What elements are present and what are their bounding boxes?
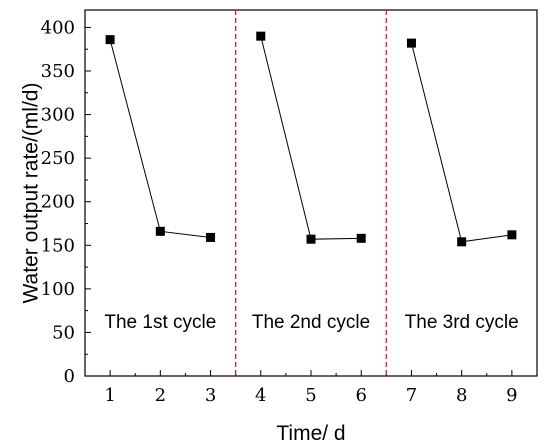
y-axis-title: Water output rate/(ml/d) bbox=[20, 83, 43, 304]
x-tick-label: 3 bbox=[205, 385, 216, 406]
x-tick-label: 5 bbox=[305, 385, 316, 406]
x-tick-label: 2 bbox=[155, 385, 166, 406]
x-tick-label: 8 bbox=[456, 385, 467, 406]
data-point-marker bbox=[155, 226, 165, 236]
cycle-label: The 2nd cycle bbox=[252, 312, 370, 333]
y-tick-label: 100 bbox=[41, 279, 75, 300]
y-tick-label: 150 bbox=[41, 235, 75, 256]
x-tick-label: 4 bbox=[255, 385, 266, 406]
cycle-label: The 3rd cycle bbox=[405, 312, 519, 333]
x-tick-label: 6 bbox=[355, 385, 366, 406]
y-tick-label: 350 bbox=[41, 61, 75, 82]
series-line bbox=[260, 36, 362, 240]
data-point-marker bbox=[256, 31, 266, 41]
x-axis-title: Time/ d bbox=[276, 422, 345, 445]
x-tick-label: 7 bbox=[406, 385, 417, 406]
data-point-marker bbox=[356, 233, 366, 243]
data-point-marker bbox=[105, 35, 115, 45]
data-point-marker bbox=[406, 38, 416, 48]
y-tick-label: 300 bbox=[41, 105, 75, 126]
cycle-label: The 1st cycle bbox=[104, 312, 216, 333]
y-tick-label: 200 bbox=[41, 192, 75, 213]
data-point-marker bbox=[457, 237, 467, 247]
y-tick-label: 400 bbox=[41, 17, 75, 38]
y-tick-label: 50 bbox=[52, 322, 75, 343]
data-point-marker bbox=[507, 230, 517, 240]
series-line bbox=[410, 42, 512, 243]
data-point-marker bbox=[206, 232, 216, 242]
series-line bbox=[109, 39, 211, 238]
data-point-marker bbox=[306, 234, 316, 244]
y-tick-label: 250 bbox=[41, 148, 75, 169]
x-tick-label: 9 bbox=[506, 385, 517, 406]
x-tick-label: 1 bbox=[104, 385, 115, 406]
y-tick-label: 0 bbox=[64, 366, 75, 387]
